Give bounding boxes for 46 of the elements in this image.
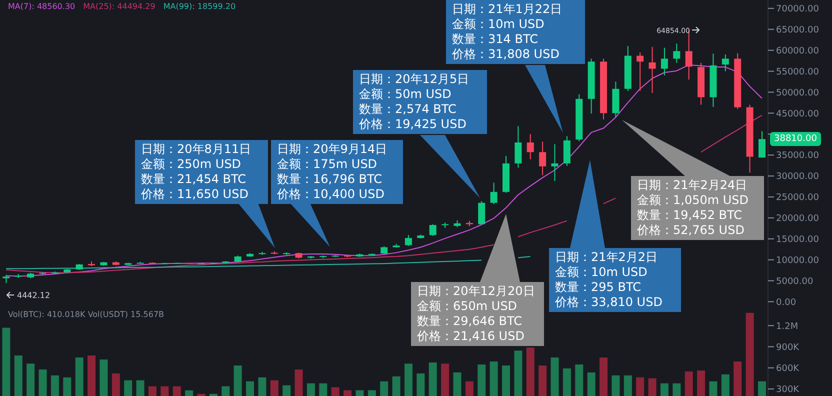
text: MA(99): 18599.20 <box>163 2 236 11</box>
y-tick-label: 15000.00 <box>776 235 820 246</box>
y-tick-label: 60000.00 <box>776 46 820 56</box>
y-tick-label: 50000.00 <box>776 88 820 98</box>
annotation: 日期：21年1月22日金额：10m USD数量：314 BTC价格：31,808 USD <box>452 2 564 62</box>
y-tick-label: 1.2M <box>776 322 798 332</box>
y-tick-label: 55000.00 <box>776 67 820 78</box>
y-tick-label: 10000.00 <box>776 256 820 266</box>
annotation: 4442.12 <box>17 291 50 300</box>
candlestick <box>660 47 668 76</box>
y-tick-label: 70000.00 <box>776 4 820 15</box>
candlestick <box>478 200 486 226</box>
text: MA(7): 48560.30 <box>8 2 76 11</box>
y-tick-label: 30000.00 <box>776 172 820 182</box>
candlestick <box>514 126 522 168</box>
annotation: 日期：20年8月11日金额：250m USD数量：21,454 BTC价格：11,650 USD <box>141 142 252 202</box>
candlestick <box>636 52 644 92</box>
annotation: 日期：20年12月5日金额：50m USD数量：2,574 BTC价格：19,425 USD <box>359 72 470 132</box>
y-tick-label: 25000.00 <box>776 193 820 204</box>
annotation: 日期：21年2月24日金额：1,050m USD数量：19,452 BTC价格：52,765 USD <box>637 178 750 238</box>
annotation: 日期：21年2月2日金额：10m USD数量：295 BTC价格：33,810 USD <box>555 250 664 310</box>
candlestick <box>758 130 766 158</box>
candlestick <box>539 141 546 176</box>
y-tick-label: 20000.00 <box>776 214 820 224</box>
annotation: 日期：20年9月14日金额：175m USD数量：16,796 BTC价格：10,400 USD <box>277 142 388 202</box>
candlestick <box>648 46 656 94</box>
candlestick <box>429 224 436 236</box>
y-tick-label: 45000.00 <box>776 109 820 120</box>
y-tick-label: 900K <box>776 342 800 353</box>
y-tick-label: 65000.00 <box>776 26 820 36</box>
candlestick <box>490 182 498 205</box>
candlestick <box>673 43 680 64</box>
candlestick <box>526 134 534 160</box>
candlestick <box>563 136 570 166</box>
text: MA(25): 44494.29 <box>83 2 156 11</box>
text: 38810.00 <box>770 132 821 146</box>
candlestick <box>551 144 558 182</box>
y-tick-label: 0.00 <box>776 298 796 308</box>
annotation: 日期：20年12月20日金额：650m USD数量：29,646 BTC价格：21,416 USD <box>417 284 536 344</box>
y-tick-label: 300K <box>776 385 800 396</box>
y-tick-label: 35000.00 <box>776 151 820 162</box>
chart-title: Vol(BTC): 410.018K Vol(USDT) 15.567B <box>8 310 164 319</box>
candlestick <box>404 234 412 246</box>
y-tick-label: 5000.00 <box>776 276 814 287</box>
y-tick-label: 600K <box>776 364 800 374</box>
candlestick <box>722 54 729 72</box>
